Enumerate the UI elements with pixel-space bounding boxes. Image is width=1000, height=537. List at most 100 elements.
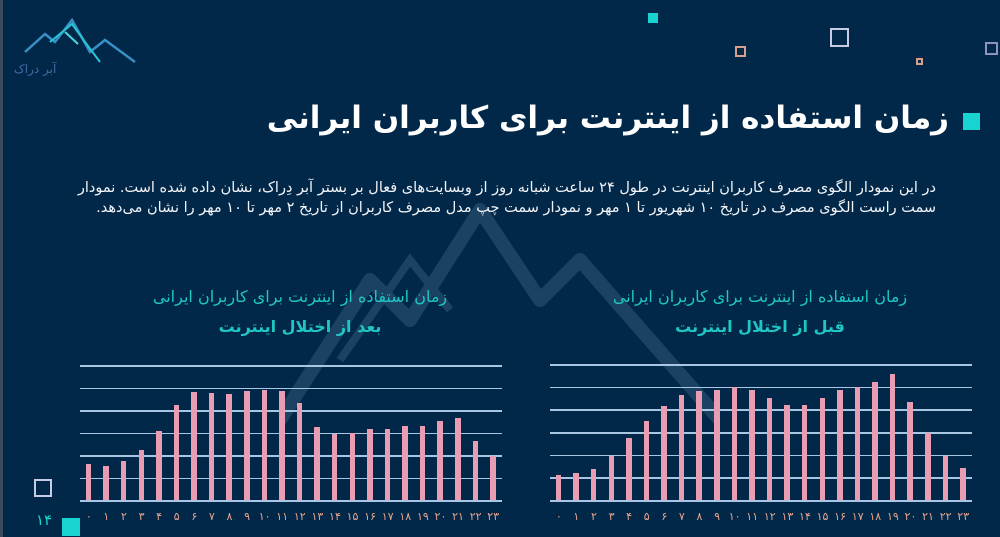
bar-hour-6 xyxy=(191,391,197,500)
x-tick-label: ۰ xyxy=(555,510,562,523)
x-tick-label: ۸ xyxy=(696,510,703,523)
bar-hour-10 xyxy=(261,390,268,500)
bar-hour-18 xyxy=(402,426,408,500)
x-tick-label: ۴ xyxy=(626,510,633,523)
bar-hour-19 xyxy=(889,374,896,500)
left-chart-title: زمان استفاده از اینترنت برای کاربران ایر… xyxy=(100,287,500,336)
bar-hour-2 xyxy=(590,468,597,500)
bar-hour-1 xyxy=(573,473,579,500)
x-tick-label: ۶ xyxy=(191,510,198,523)
x-tick-label: ۱۳ xyxy=(311,510,324,523)
x-tick-label: ۵ xyxy=(643,510,650,523)
x-tick-label: ۳ xyxy=(138,510,145,523)
bar-hour-11 xyxy=(749,390,755,500)
bar-hour-12 xyxy=(296,402,303,500)
x-tick-label: ۱۶ xyxy=(834,510,847,523)
x-tick-label: ۱۴ xyxy=(329,510,341,523)
bar-hour-3 xyxy=(138,450,145,500)
logo-text: آبر دراک xyxy=(14,62,57,76)
bar-hour-23 xyxy=(490,456,496,500)
bar-hour-5 xyxy=(643,420,650,500)
x-tick-label: ۱۰ xyxy=(258,510,271,523)
x-tick-label: ۳ xyxy=(608,510,615,523)
x-tick-label: ۷ xyxy=(208,510,215,523)
bar-hour-23 xyxy=(960,467,966,500)
bar-hour-9 xyxy=(714,389,720,500)
x-tick-label: ۱۲ xyxy=(293,510,306,523)
x-tick-label: ۲۱ xyxy=(452,510,464,523)
x-tick-label: ۸ xyxy=(226,510,233,523)
gridline xyxy=(550,409,972,411)
gridline xyxy=(80,477,502,479)
description-paragraph: در این نمودار الگوی مصرف کاربران اینترنت… xyxy=(77,180,936,216)
bar-hour-2 xyxy=(120,461,127,500)
x-tick-label: ۹ xyxy=(244,510,250,523)
bar-hour-16 xyxy=(837,389,843,500)
x-tick-label: ۱۸ xyxy=(869,510,882,523)
bar-hour-5 xyxy=(173,404,180,500)
bar-hour-13 xyxy=(314,427,320,500)
x-tick-label: ۱۰ xyxy=(728,510,741,523)
gridline xyxy=(80,410,502,412)
bar-hour-13 xyxy=(784,404,790,500)
x-tick-label: ۲۳ xyxy=(487,510,500,523)
bar-hour-15 xyxy=(819,398,826,500)
page-left-edge xyxy=(0,0,3,537)
gridline xyxy=(80,365,502,367)
x-tick-label: ۱۷ xyxy=(381,510,394,523)
left-chart-title-text: زمان استفاده از اینترنت برای کاربران ایر… xyxy=(152,287,448,306)
x-tick-label: ۱۵ xyxy=(816,510,829,523)
bar-hour-8 xyxy=(226,394,232,500)
bar-hour-0 xyxy=(555,474,562,500)
x-tick-label: ۱۱ xyxy=(746,510,759,523)
x-tick-label: ۱۵ xyxy=(346,510,359,523)
bar-hour-11 xyxy=(279,391,285,500)
x-tick-label: ۲۲ xyxy=(469,510,482,523)
bar-hour-14 xyxy=(801,405,808,500)
x-tick-label: ۲ xyxy=(590,510,597,523)
bar-hour-18 xyxy=(872,382,878,500)
bar-hour-20 xyxy=(437,421,443,500)
gridline xyxy=(80,455,502,457)
x-tick-label: ۱۸ xyxy=(399,510,412,523)
bar-hour-21 xyxy=(455,417,461,500)
page-title: زمان استفاده از اینترنت برای کاربران ایر… xyxy=(266,100,949,136)
x-tick-label: ۱ xyxy=(573,510,580,523)
bar-hour-4 xyxy=(626,438,632,500)
gridline xyxy=(550,432,972,434)
x-tick-label: ۲۳ xyxy=(957,510,970,523)
bar-hour-22 xyxy=(472,440,479,500)
gridline xyxy=(550,364,972,366)
bar-hour-14 xyxy=(331,433,338,500)
page-number: ۱۴ xyxy=(36,511,53,529)
bar-hour-19 xyxy=(419,425,426,500)
gridline xyxy=(80,500,502,502)
bar-hour-7 xyxy=(678,394,685,500)
x-tick-label: ۱۴ xyxy=(799,510,811,523)
x-tick-label: ۹ xyxy=(714,510,720,523)
left-bar-chart: ۰ ۱ ۲ ۳ ۴ ۵ ۶ ۷ ۸ ۹ ۱۰ ۱۱ ۱۲ ۱۳ ۱۴ ۱۵ ۱۶ ۱۷ ۱۸ ۱۹ ۲۰ ۲۱ ۲۲ ۲۳ xyxy=(80,365,502,523)
decor-square-icon xyxy=(34,479,52,497)
bar-hour-6 xyxy=(661,406,667,500)
bar-hour-7 xyxy=(208,393,215,500)
x-tick-label: ۱۶ xyxy=(364,510,377,523)
gridline xyxy=(550,386,972,389)
right-bar-chart: ۰ ۱ ۲ ۳ ۴ ۵ ۶ ۷ ۸ ۹ ۱۰ ۱۱ ۱۲ ۱۳ ۱۴ ۱۵ ۱۶ ۱۷ ۱۸ ۱۹ ۲۰ ۲۱ ۲۲ ۲۳ xyxy=(550,364,972,523)
x-tick-label: ۱۷ xyxy=(851,510,864,523)
bar-hour-17 xyxy=(854,387,861,500)
bar-hour-9 xyxy=(244,391,250,500)
bar-hour-20 xyxy=(907,401,913,500)
bar-hour-10 xyxy=(731,387,738,500)
x-tick-label: ۲۲ xyxy=(939,510,952,523)
mountain-logo-icon xyxy=(24,17,136,64)
right-chart-title-text: زمان استفاده از اینترنت برای کاربران ایر… xyxy=(612,287,908,306)
mountain-watermark-icon xyxy=(280,203,720,425)
bar-hour-15 xyxy=(349,432,356,500)
page-title-row: زمان استفاده از اینترنت برای کاربران ایر… xyxy=(267,100,980,136)
decor-square-icon xyxy=(985,42,998,55)
x-tick-label: ۶ xyxy=(661,510,668,523)
bar-hour-22 xyxy=(942,455,949,500)
decor-square-icon xyxy=(830,28,849,47)
bar-hour-12 xyxy=(766,398,773,500)
gridline xyxy=(80,432,502,434)
